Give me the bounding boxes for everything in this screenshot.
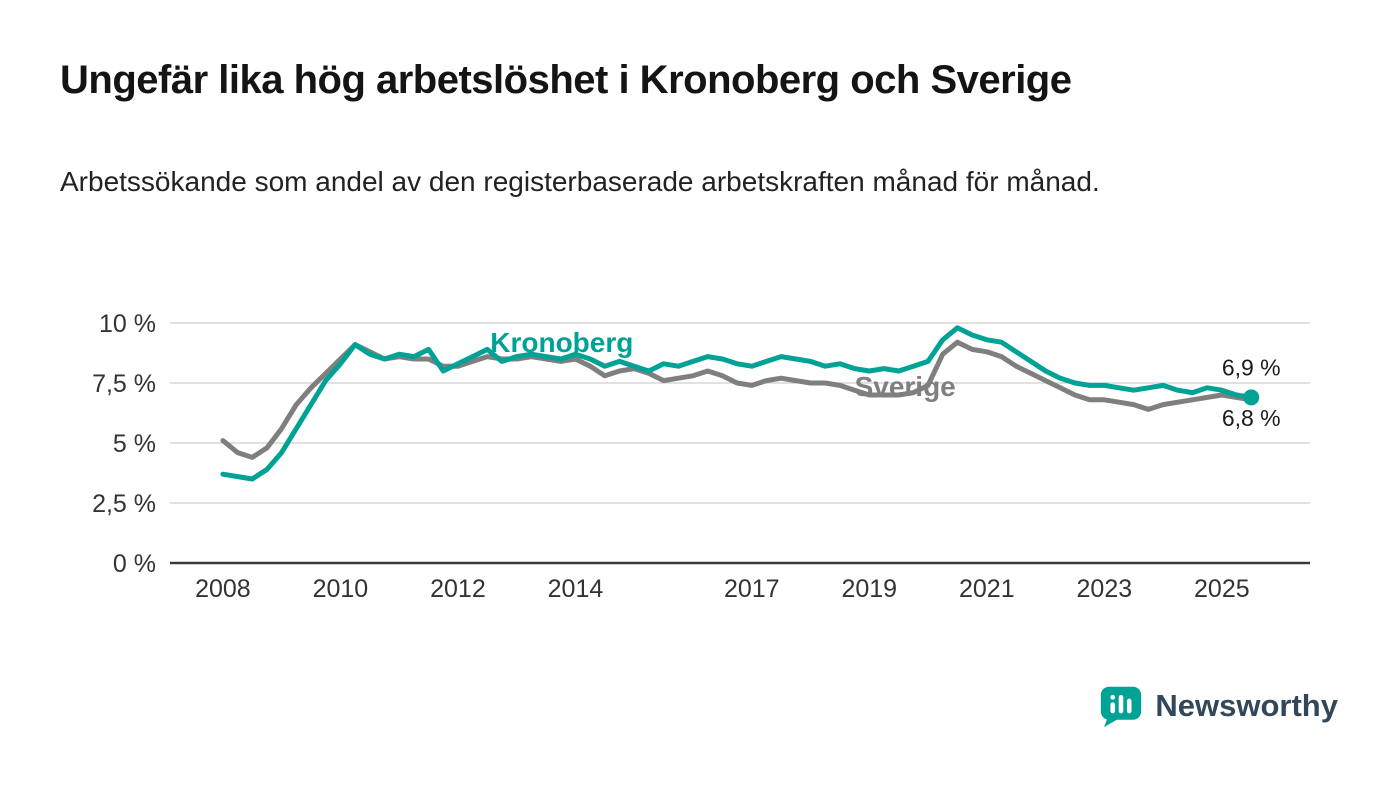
line-chart: 0 % 2,5 % 5 % 7,5 % 10 % 2008 2010 2012 2014 2017…	[92, 310, 1310, 603]
y-tick-label: 7,5 %	[92, 370, 156, 398]
x-tick-label: 2014	[548, 575, 604, 603]
x-tick-label: 2021	[959, 575, 1015, 603]
series-line-kronoberg	[220, 325, 1254, 482]
y-tick-label: 0 %	[113, 550, 156, 578]
newsworthy-icon	[1101, 686, 1142, 728]
series-end-value-kronoberg: 6,9 %	[1222, 354, 1281, 380]
x-tick-label: 2010	[313, 575, 369, 603]
series-label-sverige: Sverige	[855, 371, 956, 402]
x-tick-label: 2019	[841, 575, 897, 603]
x-tick-label: 2008	[195, 575, 251, 603]
chart-subtitle: Arbetssökande som andel av den registerb…	[60, 166, 1100, 197]
x-tick-label: 2023	[1077, 575, 1133, 603]
y-tick-label: 2,5 %	[92, 490, 156, 518]
series-line-sverige	[220, 339, 1254, 460]
x-tick-label: 2025	[1194, 575, 1250, 603]
series-end-dot-kronoberg	[1243, 389, 1260, 406]
y-tick-label: 10 %	[99, 310, 156, 338]
newsworthy-logo: Newsworthy	[1099, 684, 1338, 728]
series-end-value-sverige: 6,8 %	[1222, 405, 1281, 431]
x-tick-label: 2017	[724, 575, 780, 603]
series-label-kronoberg: Kronoberg	[490, 327, 633, 358]
x-tick-label: 2012	[430, 575, 486, 603]
chart-title: Ungefär lika hög arbetslöshet i Kronober…	[60, 58, 1072, 102]
newsworthy-wordmark: Newsworthy	[1155, 688, 1338, 723]
y-tick-label: 5 %	[113, 430, 156, 458]
